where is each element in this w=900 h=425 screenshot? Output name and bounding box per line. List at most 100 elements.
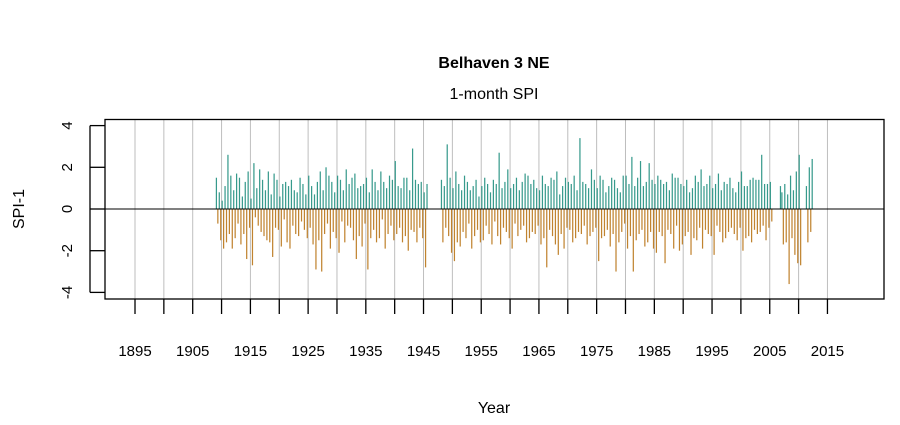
negative-bar	[635, 209, 637, 241]
negative-bar	[488, 209, 490, 235]
negative-bar	[641, 209, 643, 230]
negative-bar	[528, 209, 531, 239]
positive-bar	[417, 183, 419, 209]
positive-bar	[530, 183, 532, 209]
positive-bar	[498, 152, 500, 209]
negative-bar	[647, 209, 649, 243]
negative-bar	[315, 209, 317, 270]
negative-bar	[655, 209, 658, 253]
positive-bar	[469, 190, 471, 209]
positive-bar	[348, 183, 350, 209]
positive-bar	[651, 179, 653, 209]
negative-bar	[485, 209, 487, 226]
negative-bar	[750, 209, 753, 243]
positive-bar	[524, 173, 526, 209]
negative-bar	[378, 209, 381, 239]
positive-bar	[703, 186, 705, 209]
negative-bar	[725, 209, 727, 239]
positive-bar	[391, 179, 394, 209]
negative-bar	[321, 209, 323, 272]
negative-bar	[670, 209, 672, 235]
positive-bar	[622, 175, 624, 209]
negative-bar	[263, 209, 265, 237]
y-tick-label: -2	[59, 244, 76, 257]
negative-bar	[237, 209, 239, 224]
positive-bar	[683, 186, 685, 209]
positive-bar	[660, 179, 662, 209]
negative-bar	[727, 209, 730, 232]
chart-title: Belhaven 3 NE	[438, 55, 549, 72]
positive-bar	[709, 175, 711, 209]
positive-bar	[345, 169, 347, 209]
positive-bar	[276, 179, 278, 209]
negative-bar	[272, 209, 274, 257]
negative-bar	[300, 209, 303, 222]
positive-bar	[599, 175, 601, 209]
negative-bar	[349, 209, 352, 228]
positive-bar	[279, 196, 281, 209]
positive-bar	[628, 183, 630, 209]
negative-bar	[254, 209, 256, 218]
negative-bar	[583, 209, 585, 226]
positive-bar	[244, 181, 246, 209]
negative-bar	[543, 209, 545, 239]
negative-bar	[344, 209, 346, 243]
positive-bar	[466, 181, 469, 209]
negative-bar	[450, 209, 453, 253]
positive-bar	[564, 177, 567, 209]
negative-bar	[710, 209, 712, 237]
negative-bar	[453, 209, 456, 262]
negative-bar	[719, 209, 721, 232]
positive-bar	[784, 183, 786, 209]
positive-bar	[386, 188, 388, 209]
positive-bar	[738, 181, 740, 209]
negative-bar	[243, 209, 245, 235]
positive-bar	[680, 183, 682, 209]
positive-bar	[365, 177, 368, 209]
negative-bar	[269, 209, 271, 243]
negative-bar	[748, 209, 750, 237]
positive-bar	[553, 179, 555, 209]
negative-bar	[606, 209, 608, 230]
positive-bar	[515, 177, 518, 209]
positive-bar	[637, 177, 639, 209]
x-tick-label: 1965	[522, 343, 555, 360]
negative-bar	[534, 209, 536, 235]
x-tick-label: 1985	[638, 343, 671, 360]
negative-bar	[797, 209, 799, 264]
positive-bar	[218, 192, 220, 209]
x-tick-label: 1935	[349, 343, 382, 360]
negative-bar	[508, 209, 510, 239]
positive-bar	[504, 181, 506, 209]
negative-bar	[600, 209, 603, 239]
negative-bar	[399, 209, 401, 228]
positive-bar	[527, 175, 529, 209]
y-tick-label: -4	[59, 286, 76, 299]
negative-bar	[560, 209, 562, 235]
negative-bar	[592, 209, 594, 232]
negative-bar	[283, 209, 285, 220]
negative-bar	[286, 209, 288, 243]
negative-bar	[684, 209, 686, 237]
negative-bar	[468, 209, 470, 224]
positive-bar	[605, 192, 607, 209]
negative-bar	[580, 209, 582, 235]
negative-bar	[289, 209, 291, 249]
positive-bar	[235, 173, 238, 209]
positive-bar	[290, 179, 293, 209]
positive-bar	[261, 179, 264, 209]
positive-bar	[654, 183, 656, 209]
positive-bar	[556, 171, 558, 209]
negative-bar	[277, 209, 280, 230]
negative-bar	[577, 209, 580, 232]
positive-bar	[264, 190, 267, 209]
positive-bar	[712, 188, 714, 209]
positive-bar	[792, 190, 795, 209]
positive-bar	[639, 161, 642, 209]
negative-bar	[217, 209, 219, 224]
positive-bar	[253, 163, 255, 209]
positive-bar	[559, 194, 561, 209]
negative-bar	[551, 209, 554, 237]
negative-bar	[502, 209, 505, 228]
negative-bar	[537, 209, 539, 226]
